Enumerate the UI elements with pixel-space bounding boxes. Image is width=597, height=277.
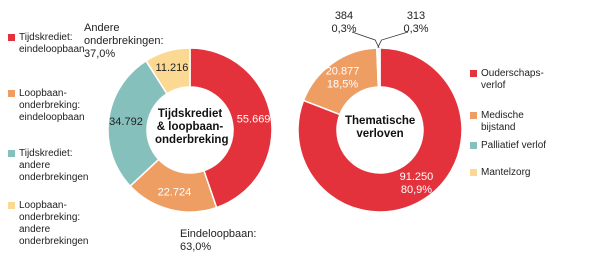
- donut-segment: [297, 47, 463, 213]
- data-label: 22.724: [158, 186, 192, 198]
- legend-entry: Medische bijstand: [470, 110, 552, 134]
- data-label: 34.792: [109, 116, 143, 128]
- legend-entry: Tijdskrediet: andere onderbrekingen: [8, 148, 90, 184]
- legend-label: Mantelzorg: [481, 167, 531, 178]
- annotation-text: Andere onderbrekingen:: [84, 22, 164, 47]
- data-label: 20.877: [326, 65, 360, 77]
- leader-line: [377, 31, 409, 49]
- annotation-value: 63,0%: [180, 241, 212, 253]
- center-label: Tijdskrediet & loopbaan-onderbreking: [155, 108, 229, 146]
- data-label: 11.216: [156, 62, 189, 74]
- legend-label: Loopbaan-onderbreking: andere onderbreki…: [19, 200, 89, 247]
- legend-entry: Loopbaan-onderbreking: eindeloopbaan: [8, 88, 90, 124]
- percent-label: 0,3%: [403, 23, 428, 35]
- legend-label: Ouderschaps-verlof: [481, 68, 544, 91]
- donut-segment: [377, 47, 381, 88]
- leader-line: [351, 31, 380, 49]
- legend-entry: Tijdskrediet: eindeloopbaan: [8, 32, 90, 56]
- data-label: 313: [407, 10, 425, 22]
- data-label: 384: [335, 10, 353, 22]
- legend-label: Tijdskrediet: andere onderbrekingen: [19, 148, 89, 183]
- legend-swatch: [470, 142, 477, 149]
- legend-entry: Mantelzorg: [470, 167, 552, 179]
- legend-entry: Palliatief verlof: [470, 140, 552, 152]
- annotation: Eindeloopbaan: 63,0%: [180, 228, 280, 254]
- annotation-value: 37,0%: [84, 48, 116, 60]
- percent-label: 80,9%: [401, 184, 432, 196]
- legend-entry: Loopbaan-onderbreking: andere onderbreki…: [8, 200, 90, 248]
- legend-label: Tijdskrediet: eindeloopbaan: [19, 32, 85, 55]
- legend-label: Loopbaan-onderbreking: eindeloopbaan: [19, 88, 85, 123]
- legend-swatch: [8, 34, 15, 41]
- percent-label: 0,3%: [331, 23, 356, 35]
- legend-swatch: [8, 150, 15, 157]
- legend-swatch: [8, 90, 15, 97]
- legend-swatch: [470, 169, 477, 176]
- donut-hole: [147, 87, 233, 173]
- donut-hole: [337, 87, 423, 173]
- legend-entry: Ouderschaps-verlof: [470, 68, 552, 92]
- center-label: Thematische verloven: [345, 115, 416, 140]
- percent-label: 18,5%: [327, 78, 358, 90]
- data-label: 91.250: [400, 171, 434, 183]
- legend-swatch: [8, 202, 15, 209]
- legend-label: Medische bijstand: [481, 110, 524, 133]
- legend-swatch: [470, 70, 477, 77]
- legend-label: Palliatief verlof: [481, 140, 547, 151]
- annotation: Andere onderbrekingen: 37,0%: [84, 22, 164, 61]
- legend-swatch: [470, 112, 477, 119]
- annotation-text: Eindeloopbaan:: [180, 228, 257, 240]
- data-label: 55.669: [237, 113, 271, 125]
